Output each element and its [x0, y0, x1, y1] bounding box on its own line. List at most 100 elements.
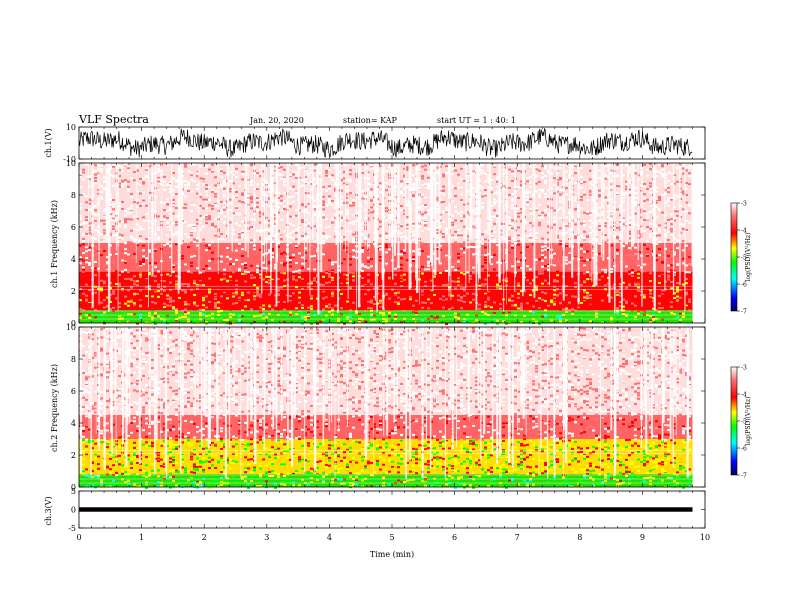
- ch1-spectrogram-cell: [586, 250, 589, 253]
- ch1-spectrogram-cell: [301, 262, 304, 265]
- ch1-spectrogram-cell: [472, 287, 475, 290]
- ch1-spectrogram-cell: [214, 254, 217, 257]
- ch1-spectrogram-cell: [301, 270, 304, 273]
- ch1-spectrogram-cell: [232, 278, 235, 281]
- ch1-spectrogram-cell: [109, 174, 112, 177]
- ch1-spectrogram-cell: [106, 282, 109, 285]
- ch1-spectrogram-cell: [430, 291, 433, 294]
- ch1-spectrogram-cell: [175, 179, 178, 182]
- ch1-spectrogram-cell: [238, 267, 241, 270]
- ch1-spectrogram-cell: [172, 203, 175, 206]
- ch1-spectrogram-cell: [538, 216, 541, 219]
- ch1-spectrogram-cell: [310, 284, 313, 287]
- ch1-spectrogram-cell: [112, 270, 115, 273]
- ch1-spectrogram-cell: [274, 222, 277, 225]
- ch1-spectrogram-cell: [328, 187, 331, 190]
- ch1-spectrogram-cell: [625, 312, 628, 315]
- ch1-spectrogram-cell: [592, 302, 595, 305]
- ch1-spectrogram-cell: [616, 192, 619, 195]
- ch1-spectrogram-cell: [529, 199, 532, 202]
- ch1-spectrogram-cell: [271, 240, 274, 243]
- ch1-spectrogram-cell: [364, 302, 367, 305]
- ch1-spectrogram-cell: [178, 302, 181, 305]
- ch1-spectrogram-cell: [199, 279, 202, 282]
- ch1-spectrogram-cell: [256, 263, 259, 266]
- ch1-spectrogram-cell: [301, 203, 304, 206]
- ch1-spectrogram-cell: [100, 289, 103, 292]
- ch1-spectrogram-cell: [259, 273, 262, 276]
- ch1-spectrogram-cell: [445, 298, 448, 301]
- ch1-spectrogram-cell: [211, 168, 214, 171]
- ch1-spectrogram-cell: [190, 172, 193, 175]
- ch1-spectrogram-cell: [133, 313, 136, 316]
- ch1-spectrogram-cell: [265, 316, 268, 319]
- ch1-spectrogram-cell: [250, 201, 253, 204]
- ch1-spectrogram-cell: [112, 260, 115, 263]
- ch1-spectrogram-cell: [292, 180, 295, 183]
- ch1-spectrogram-cell: [193, 303, 196, 306]
- ch1-spectrogram-cell: [145, 261, 148, 264]
- ch1-spectrogram-cell: [436, 296, 439, 299]
- ch1-spectrogram-cell: [136, 266, 139, 269]
- ch1-spectrogram-cell: [529, 212, 532, 215]
- ch1-spectrogram-cell: [295, 174, 298, 177]
- ch1-spectrogram-cell: [559, 232, 562, 235]
- ch1-spectrogram-cell: [115, 291, 118, 294]
- ch1-spectrogram-cell: [610, 218, 613, 221]
- ch1-spectrogram-cell: [439, 214, 442, 217]
- ch1-spectrogram-cell: [304, 192, 307, 195]
- ch1-spectrogram-cell: [439, 245, 442, 248]
- ch1-spectrogram-cell: [466, 320, 469, 323]
- ch1-spectrogram-cell: [298, 310, 301, 313]
- ch1-spectrogram-cell: [529, 176, 532, 179]
- ch1-spectrogram-cell: [526, 319, 529, 322]
- ch1-spectrogram-cell: [256, 287, 259, 290]
- ch1-spectrogram-cell: [139, 184, 142, 187]
- ch1-spectrogram-cell: [253, 288, 256, 291]
- ch1-spectrogram-cell: [196, 222, 199, 225]
- ch1-spectrogram-cell: [610, 317, 613, 320]
- ch1-spectrogram-cell: [484, 283, 487, 286]
- ch1-spectrogram-cell: [526, 180, 529, 183]
- ch1-spectrogram-cell: [163, 275, 166, 278]
- ch1-spectrogram-cell: [415, 299, 418, 302]
- ch1-spectrogram-cell: [529, 165, 532, 168]
- ch1-spectrogram-cell: [559, 193, 562, 196]
- ch1-spectrogram-cell: [517, 226, 520, 229]
- ch1-spectrogram-cell: [277, 167, 280, 170]
- ch1-spectrogram-cell: [463, 277, 466, 280]
- ch1-spectrogram-cell: [274, 277, 277, 280]
- ch1-spectrogram-cell: [121, 267, 124, 270]
- ch1-spectrogram-cell: [112, 234, 115, 237]
- ch1-spectrogram-cell: [289, 259, 292, 262]
- ch1-spectrogram-cell: [145, 297, 148, 300]
- ch1-spectrogram-cell: [346, 189, 349, 192]
- ch1-spectrogram-cell: [433, 275, 436, 278]
- ch1-spectrogram-cell: [406, 307, 409, 310]
- ch1-spectrogram-cell: [118, 165, 121, 168]
- ch1-spectrogram-cell: [145, 174, 148, 177]
- ch1-spectrogram-cell: [331, 178, 334, 181]
- ch1-spectrogram-cell: [100, 165, 103, 168]
- ch1-spectrogram-cell: [241, 173, 244, 176]
- ch1-spectrogram-cell: [244, 272, 247, 275]
- ch1-spectrogram-cell: [238, 236, 241, 239]
- ch1-spectrogram-cell: [274, 213, 277, 216]
- ch1-spectrogram-cell: [202, 313, 205, 316]
- ch1-spectrogram-cell: [301, 220, 304, 223]
- ch1-spectrogram-cell: [352, 279, 355, 282]
- ch1-spectrogram-cell: [259, 175, 262, 178]
- ch1-spectrogram-cell: [556, 187, 559, 190]
- ch1-spectrogram-cell: [211, 303, 214, 306]
- ch1-spectrogram-cell: [628, 221, 631, 224]
- ch1-spectrogram-cell: [565, 223, 568, 226]
- ch1-spectrogram-cell: [457, 173, 460, 176]
- ch1-spectrogram-cell: [79, 244, 82, 247]
- ch1-spectrogram-cell: [466, 234, 469, 237]
- ch1-spectrogram-cell: [199, 318, 202, 321]
- ch1-spectrogram-cell: [283, 192, 286, 195]
- ch1-spectrogram-cell: [211, 278, 214, 281]
- ch1-spectrogram-cell: [304, 169, 307, 172]
- ch1-spectrogram-cell: [172, 222, 175, 225]
- ch1-spectrogram-cell: [250, 239, 253, 242]
